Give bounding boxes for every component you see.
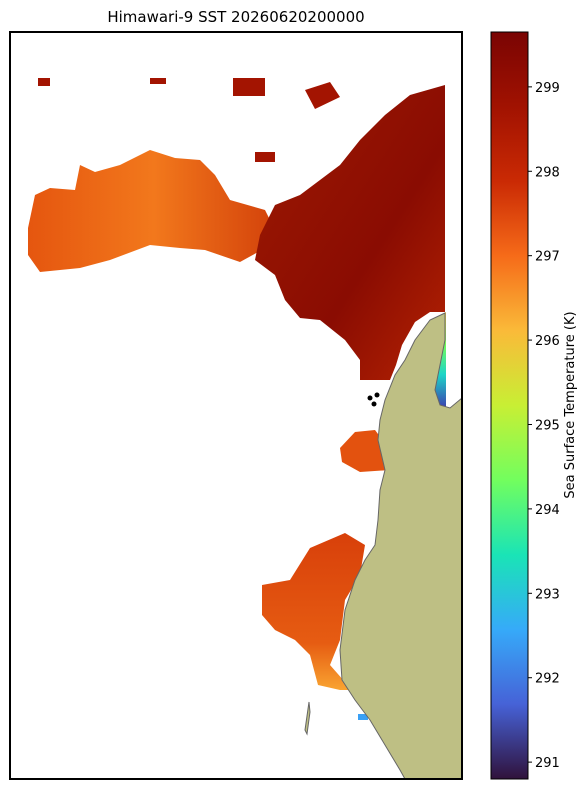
map-title: Himawari-9 SST 20260620200000	[107, 8, 364, 26]
colorbar-tick-label: 295	[535, 418, 560, 433]
colorbar-tick-label: 296	[535, 334, 560, 349]
colorbar	[490, 31, 529, 780]
sst-west	[28, 150, 280, 272]
islets	[367, 392, 380, 407]
map-area	[28, 78, 462, 779]
sst-east	[255, 85, 445, 380]
land	[339, 312, 462, 779]
colorbar-tick-label: 299	[535, 81, 560, 96]
colorbar-tick-label: 294	[535, 503, 560, 518]
colorbar-tick-label: 298	[535, 165, 560, 180]
colorbar-tick-label: 293	[535, 587, 560, 602]
sst-speck-blue	[358, 714, 368, 720]
sst-specks	[38, 78, 340, 162]
map-frame	[9, 31, 463, 780]
island	[304, 701, 311, 736]
sst-south	[262, 533, 365, 690]
colorbar-label: Sea Surface Temperature (K)	[563, 311, 578, 498]
colorbar-tick-label: 292	[535, 672, 560, 687]
colorbar-tick-label: 291	[535, 756, 560, 771]
sst-mid	[340, 430, 390, 472]
colorbar-tick-label: 297	[535, 250, 560, 265]
